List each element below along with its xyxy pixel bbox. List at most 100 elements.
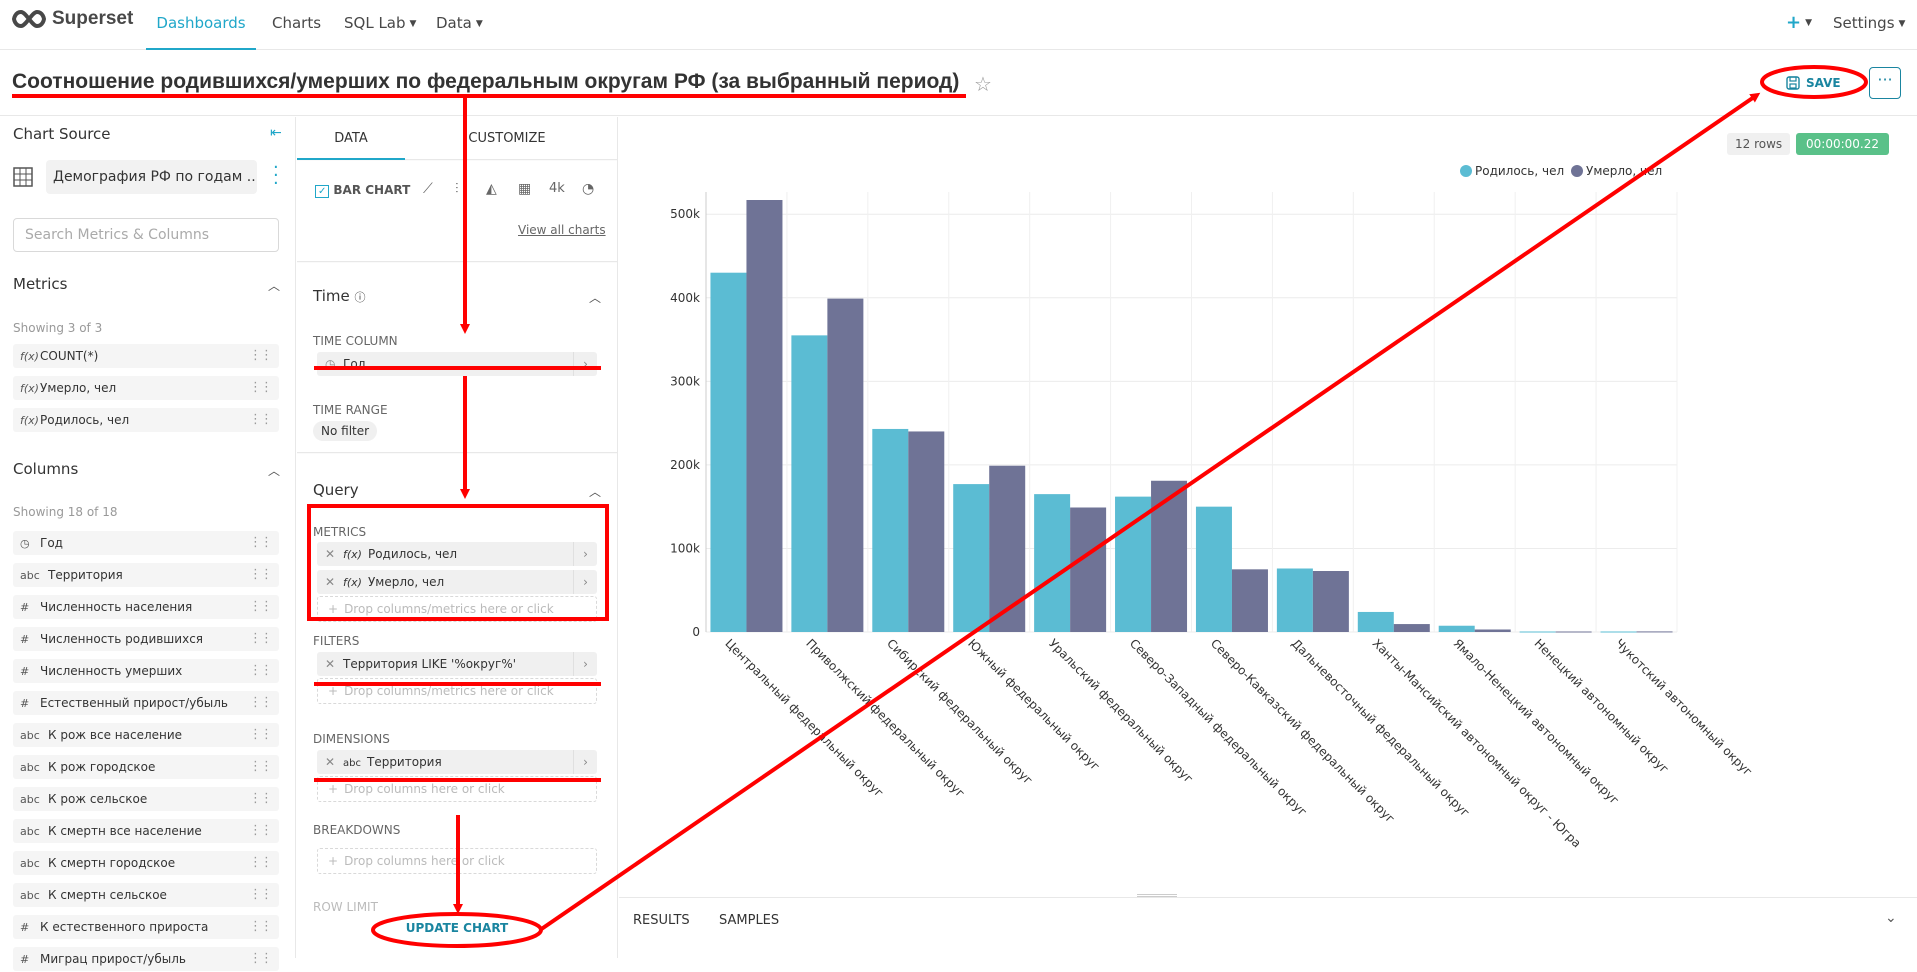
column-item[interactable]: # Миграц прирост/убыль ⋮⋮ <box>13 947 279 971</box>
y-tick-label: 300k <box>670 374 700 388</box>
bar-chart-icon[interactable]: ⫶ <box>455 181 459 197</box>
filters-dropzone-label: Drop columns/metrics here or click <box>344 684 554 698</box>
metric-item[interactable]: f(x)COUNT(*) ⋮⋮ <box>13 344 279 368</box>
x-tick-label: Ненецкий автономный округ <box>1532 636 1672 776</box>
time-section-title[interactable]: Time ⓘ <box>313 287 366 305</box>
pie-chart-icon[interactable]: ◔ <box>582 181 595 197</box>
filter-pill[interactable]: ✕ Территория LIKE '%округ%' › <box>317 652 597 676</box>
column-item[interactable]: abc К смертн городское ⋮⋮ <box>13 851 279 875</box>
update-chart-button[interactable]: UPDATE CHART <box>405 921 509 935</box>
tab-data[interactable]: DATA <box>297 117 405 160</box>
control-panel: DATA CUSTOMIZE ✓ BAR CHART ⟋ ⫶ ◭ ▦ 4k ◔ V… <box>297 117 618 958</box>
metric-pill[interactable]: ✕ f(x) Умерло, чел › <box>317 570 597 594</box>
drag-handle-icon[interactable]: ⋮⋮ <box>249 567 273 582</box>
drag-handle-icon[interactable]: ⋮⋮ <box>249 727 273 742</box>
metric-pill[interactable]: ✕ f(x) Родилось, чел › <box>317 542 597 566</box>
drag-handle-icon[interactable]: ⋮⋮ <box>249 663 273 678</box>
chevron-down-icon[interactable]: ⌄ <box>1885 910 1897 926</box>
settings-menu[interactable]: Settings ▼ <box>1833 0 1905 50</box>
area-chart-icon[interactable]: ◭ <box>486 181 497 197</box>
table-chart-icon[interactable]: ▦ <box>518 181 532 197</box>
metrics-section-title[interactable]: Metrics <box>13 275 68 293</box>
chevron-up-icon[interactable]: ︿ <box>268 279 281 293</box>
query-section-title[interactable]: Query <box>313 481 359 499</box>
breakdowns-dropzone[interactable]: + Drop columns here or click <box>317 848 597 874</box>
nav-dashboards[interactable]: Dashboards <box>146 0 256 50</box>
bar <box>1636 631 1673 633</box>
column-item[interactable]: abc Территория ⋮⋮ <box>13 563 279 587</box>
column-item[interactable]: abc К рож городское ⋮⋮ <box>13 755 279 779</box>
columns-section-title[interactable]: Columns <box>13 460 79 478</box>
drag-handle-icon[interactable]: ⋮⋮ <box>249 412 273 427</box>
big-number-icon[interactable]: 4k <box>549 181 565 196</box>
chevron-up-icon[interactable]: ︿ <box>589 485 602 499</box>
drag-handle-icon[interactable]: ⋮⋮ <box>249 535 273 550</box>
column-item[interactable]: # К естественного прироста ⋮⋮ <box>13 915 279 939</box>
drag-handle-icon[interactable]: ⋮⋮ <box>249 855 273 870</box>
nav-data[interactable]: Data ▼ <box>436 0 483 50</box>
line-chart-icon[interactable]: ⟋ <box>423 181 433 197</box>
query-time-badge: 00:00:00.22 <box>1796 133 1889 155</box>
drag-handle-icon[interactable]: ⋮⋮ <box>249 823 273 838</box>
more-options-button[interactable]: ··· <box>1869 67 1901 99</box>
text-type-icon: abc <box>20 825 40 838</box>
metric-item[interactable]: f(x)Умерло, чел ⋮⋮ <box>13 376 279 400</box>
tab-results[interactable]: RESULTS <box>633 913 690 928</box>
row-limit-label: ROW LIMIT <box>313 900 378 914</box>
drag-handle-icon[interactable]: ⋮⋮ <box>249 951 273 966</box>
remove-icon[interactable]: ✕ <box>325 657 336 671</box>
number-type-icon: # <box>20 921 30 934</box>
tab-samples[interactable]: SAMPLES <box>719 913 780 928</box>
drag-handle-icon[interactable]: ⋮⋮ <box>249 887 273 902</box>
time-column-select[interactable]: ◷ Год › <box>317 352 597 376</box>
column-item[interactable]: # Естественный прирост/убыль ⋮⋮ <box>13 691 279 715</box>
new-menu[interactable]: + ▼ <box>1786 0 1812 50</box>
legend-marker <box>1571 165 1583 177</box>
search-metrics-input[interactable]: Search Metrics & Columns <box>13 218 279 252</box>
save-button[interactable]: SAVE <box>1774 68 1853 98</box>
dimensions-dropzone[interactable]: + Drop columns here or click <box>317 776 597 802</box>
column-item[interactable]: abc К смертн все население ⋮⋮ <box>13 819 279 843</box>
filters-dropzone[interactable]: + Drop columns/metrics here or click <box>317 678 597 704</box>
dataset-selector[interactable]: Демография РФ по годам ... <box>46 160 257 194</box>
resize-handle[interactable] <box>1137 894 1177 897</box>
metric-item[interactable]: f(x)Родилось, чел ⋮⋮ <box>13 408 279 432</box>
drag-handle-icon[interactable]: ⋮⋮ <box>249 348 273 363</box>
row-count-badge: 12 rows <box>1727 133 1791 155</box>
remove-icon[interactable]: ✕ <box>325 575 336 589</box>
drag-handle-icon[interactable]: ⋮⋮ <box>249 380 273 395</box>
column-item[interactable]: ◷ Год ⋮⋮ <box>13 531 279 555</box>
chart-type-bar[interactable]: ✓ BAR CHART <box>315 183 410 198</box>
column-item[interactable]: abc К рож все население ⋮⋮ <box>13 723 279 747</box>
star-icon[interactable]: ☆ <box>974 72 992 96</box>
time-range-value[interactable]: No filter <box>313 421 378 441</box>
drag-handle-icon[interactable]: ⋮⋮ <box>249 631 273 646</box>
column-item[interactable]: abc К рож сельское ⋮⋮ <box>13 787 279 811</box>
collapse-panel-icon[interactable]: ⇤ <box>270 125 282 141</box>
function-icon: f(x) <box>343 576 362 589</box>
drag-handle-icon[interactable]: ⋮⋮ <box>249 695 273 710</box>
chevron-up-icon[interactable]: ︿ <box>589 291 602 305</box>
column-item[interactable]: # Численность населения ⋮⋮ <box>13 595 279 619</box>
nav-charts[interactable]: Charts <box>272 14 322 32</box>
drag-handle-icon[interactable]: ⋮⋮ <box>249 599 273 614</box>
dimension-pill[interactable]: ✕ abc Территория › <box>317 750 597 774</box>
chart-title[interactable]: Соотношение родившихся/умерших по федера… <box>12 70 960 93</box>
superset-logo[interactable]: Superset <box>12 8 133 30</box>
chevron-up-icon[interactable]: ︿ <box>268 464 281 478</box>
view-all-charts-link[interactable]: View all charts <box>518 223 606 237</box>
drag-handle-icon[interactable]: ⋮⋮ <box>249 759 273 774</box>
tab-customize[interactable]: CUSTOMIZE <box>468 131 546 146</box>
remove-icon[interactable]: ✕ <box>325 547 336 561</box>
metrics-dropzone[interactable]: + Drop columns/metrics here or click <box>317 596 597 622</box>
column-item[interactable]: # Численность умерших ⋮⋮ <box>13 659 279 683</box>
remove-icon[interactable]: ✕ <box>325 755 336 769</box>
drag-handle-icon[interactable]: ⋮⋮ <box>249 791 273 806</box>
text-type-icon: abc <box>343 758 361 769</box>
drag-handle-icon[interactable]: ⋮⋮ <box>249 919 273 934</box>
column-item[interactable]: # Численность родившихся ⋮⋮ <box>13 627 279 651</box>
save-icon <box>1786 76 1800 90</box>
nav-sql-lab[interactable]: SQL Lab ▼ <box>344 0 416 50</box>
column-item[interactable]: abc К смертн сельское ⋮⋮ <box>13 883 279 907</box>
dataset-menu-icon[interactable]: · · · <box>273 157 279 194</box>
